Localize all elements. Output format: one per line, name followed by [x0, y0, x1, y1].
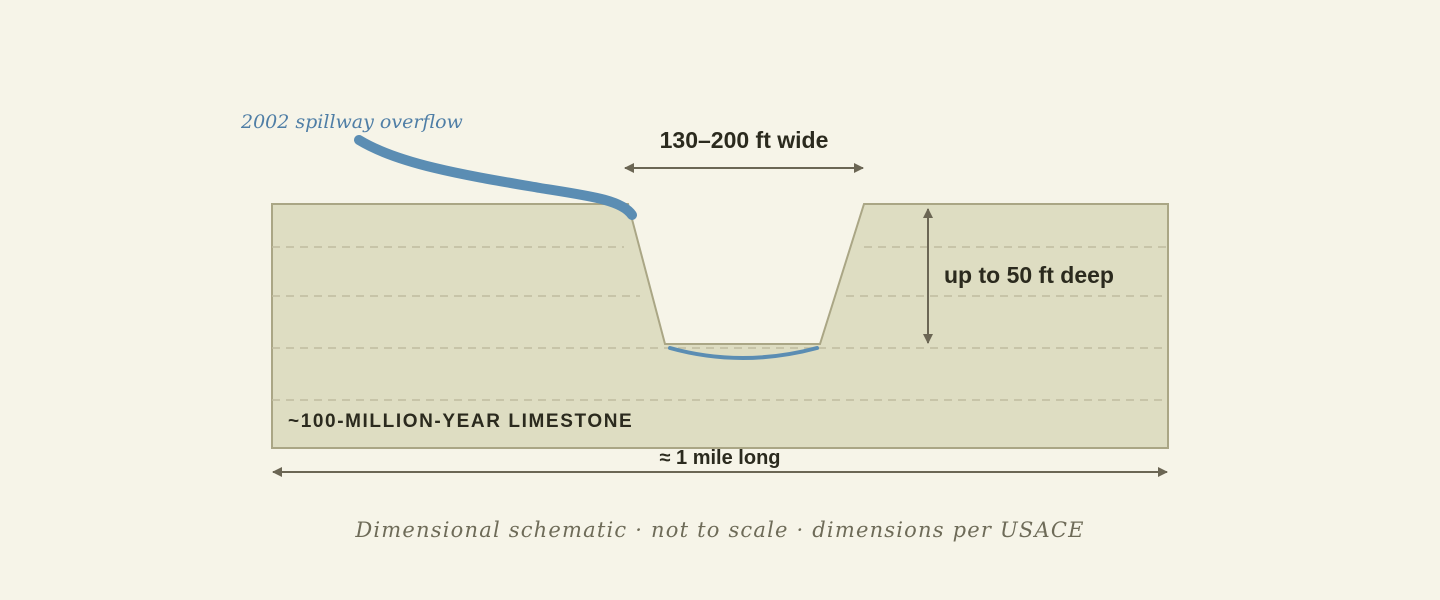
width-label: 130–200 ft wide: [660, 127, 829, 153]
depth-label: up to 50 ft deep: [944, 262, 1114, 288]
limestone-block: [271, 203, 1169, 449]
length-label: ≈ 1 mile long: [660, 447, 781, 469]
gorge-floor-water: [668, 346, 819, 360]
spillway-overflow-stream: [354, 135, 637, 220]
schematic-caption: Dimensional schematic · not to scale · d…: [354, 518, 1084, 542]
strata-lines: [272, 246, 1168, 401]
rock-label: ~100-MILLION-YEAR LIMESTONE: [288, 411, 633, 432]
overflow-label: 2002 spillway overflow: [240, 111, 463, 133]
